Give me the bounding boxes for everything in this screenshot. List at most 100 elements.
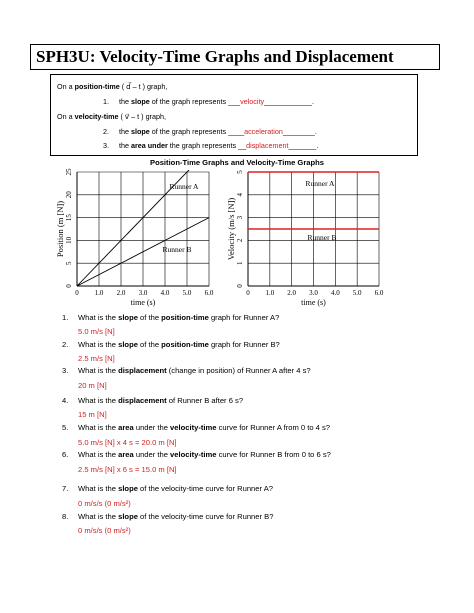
question-text: of the velocity-time curve for Runner B? bbox=[137, 512, 274, 521]
item-text: the bbox=[119, 127, 131, 136]
y-axis-label: Position (m [N]) bbox=[55, 201, 65, 257]
x-tick-label: 0 bbox=[75, 289, 79, 297]
y-tick-label: 15 bbox=[65, 214, 73, 222]
item-number: 2. bbox=[103, 127, 109, 136]
question-text: curve for Runner B from 0 to 6 s? bbox=[216, 450, 331, 459]
y-tick-label: 5 bbox=[65, 261, 73, 265]
y-tick-label: 2 bbox=[236, 238, 244, 242]
velocity-time-intro: On a velocity-time ( v⃗ – t ) graph, bbox=[57, 112, 166, 121]
series-label-runner-a: Runner A bbox=[170, 182, 200, 191]
page-title: SPH3U: Velocity-Time Graphs and Displace… bbox=[30, 44, 440, 70]
x-tick-label: 4.0 bbox=[161, 289, 170, 297]
definition-item-2: 2. the slope of the graph represents ___… bbox=[103, 127, 317, 136]
item-text: _______. bbox=[288, 141, 319, 150]
question-number: 3. bbox=[62, 366, 69, 375]
y-tick-label: 4 bbox=[236, 193, 244, 197]
intro-text: ( v⃗ – t ) graph, bbox=[118, 112, 166, 121]
x-tick-label: 5.0 bbox=[353, 289, 362, 297]
question-text: graph for Runner B? bbox=[208, 340, 280, 349]
answer-1: 5.0 m/s [N] bbox=[78, 327, 115, 336]
question-number: 7. bbox=[62, 484, 69, 493]
y-tick-label: 1 bbox=[236, 261, 244, 265]
question-number: 8. bbox=[62, 512, 69, 521]
question-bold: position-time bbox=[161, 313, 209, 322]
series-label-runner-a: Runner A bbox=[306, 179, 336, 188]
x-tick-label: 1.0 bbox=[265, 289, 274, 297]
answer-4: 15 m [N] bbox=[78, 410, 107, 419]
intro-text: On a bbox=[57, 82, 75, 91]
x-tick-label: 0 bbox=[246, 289, 250, 297]
question-text: of Runner B after 6 s? bbox=[166, 396, 244, 405]
question-number: 4. bbox=[62, 396, 69, 405]
item-answer: displacement bbox=[246, 141, 289, 150]
definition-item-3: 3. the area under the graph represents _… bbox=[103, 141, 318, 150]
question-text: What is the bbox=[78, 396, 119, 405]
question-text: What is the bbox=[78, 512, 119, 521]
x-tick-label: 4.0 bbox=[331, 289, 340, 297]
question-text: What is the bbox=[78, 484, 119, 493]
x-tick-label: 3.0 bbox=[139, 289, 148, 297]
question-4: 4. What is the displacement of Runner B a… bbox=[62, 396, 243, 405]
question-8: 8. What is the slope of the velocity-time… bbox=[62, 512, 273, 521]
item-text: the graph represents __ bbox=[167, 141, 247, 150]
question-3: 3. What is the displacement (change in po… bbox=[62, 366, 311, 375]
answer-2: 2.5 m/s [N] bbox=[78, 354, 115, 363]
x-tick-label: 2.0 bbox=[117, 289, 126, 297]
question-text: What is the bbox=[78, 450, 119, 459]
series-label-runner-b: Runner B bbox=[308, 233, 337, 242]
item-text: the bbox=[119, 97, 131, 106]
y-tick-label: 25 bbox=[65, 168, 73, 176]
question-bold: velocity-time bbox=[170, 423, 217, 432]
item-text: of the graph represents ___ bbox=[149, 97, 241, 106]
item-bold: slope bbox=[131, 97, 150, 106]
definitions-box: On a position-time ( d⃗ – t ) graph, 1. … bbox=[50, 74, 418, 156]
item-text: ________. bbox=[282, 127, 317, 136]
y-tick-label: 0 bbox=[65, 284, 73, 288]
x-tick-label: 6.0 bbox=[205, 289, 214, 297]
y-tick-label: 20 bbox=[65, 191, 73, 199]
question-text: What is the bbox=[78, 313, 119, 322]
question-text: under the bbox=[133, 450, 171, 459]
item-text: of the graph represents ____ bbox=[149, 127, 245, 136]
item-answer: velocity bbox=[240, 97, 265, 106]
question-text: of the velocity-time curve for Runner A? bbox=[137, 484, 273, 493]
position-time-intro: On a position-time ( d⃗ – t ) graph, bbox=[57, 82, 167, 91]
answer-6: 2.5 m/s [N] x 6 s = 15.0 m [N] bbox=[78, 465, 177, 474]
series-line-runner-a bbox=[76, 170, 190, 287]
y-tick-label: 3 bbox=[236, 215, 244, 219]
question-bold: area bbox=[118, 450, 134, 459]
question-bold: slope bbox=[118, 313, 138, 322]
item-bold: area under bbox=[131, 141, 168, 150]
series-label-runner-b: Runner B bbox=[163, 245, 192, 254]
question-text: What is the bbox=[78, 340, 119, 349]
question-text: curve for Runner A from 0 to 4 s? bbox=[216, 423, 331, 432]
question-text: under the bbox=[133, 423, 171, 432]
y-tick-label: 10 bbox=[65, 236, 73, 244]
question-2: 2. What is the slope of the position-time… bbox=[62, 340, 280, 349]
question-bold: area bbox=[118, 423, 134, 432]
question-number: 5. bbox=[62, 423, 69, 432]
question-6: 6. What is the area under the velocity-ti… bbox=[62, 450, 331, 459]
question-bold: slope bbox=[118, 512, 138, 521]
question-1: 1. What is the slope of the position-time… bbox=[62, 313, 279, 322]
x-tick-label: 6.0 bbox=[375, 289, 384, 297]
charts-heading: Position-Time Graphs and Velocity-Time G… bbox=[150, 158, 324, 167]
x-axis-label: time (s) bbox=[131, 298, 156, 307]
question-bold: slope bbox=[118, 484, 138, 493]
item-number: 1. bbox=[103, 97, 109, 106]
intro-bold: velocity-time bbox=[74, 112, 119, 121]
y-axis-label: Velocity (m/s [N]) bbox=[226, 198, 236, 260]
x-tick-label: 3.0 bbox=[309, 289, 318, 297]
x-tick-label: 2.0 bbox=[287, 289, 296, 297]
question-bold: position-time bbox=[161, 340, 209, 349]
question-7: 7. What is the slope of the velocity-time… bbox=[62, 484, 273, 493]
x-axis-label: time (s) bbox=[301, 298, 326, 307]
question-5: 5. What is the area under the velocity-ti… bbox=[62, 423, 330, 432]
intro-text: ( d⃗ – t ) graph, bbox=[119, 82, 168, 91]
definition-item-1: 1. the slope of the graph represents ___… bbox=[103, 97, 314, 106]
y-tick-label: 0 bbox=[236, 284, 244, 288]
item-bold: slope bbox=[131, 127, 150, 136]
question-bold: slope bbox=[118, 340, 138, 349]
question-bold: displacement bbox=[118, 366, 167, 375]
